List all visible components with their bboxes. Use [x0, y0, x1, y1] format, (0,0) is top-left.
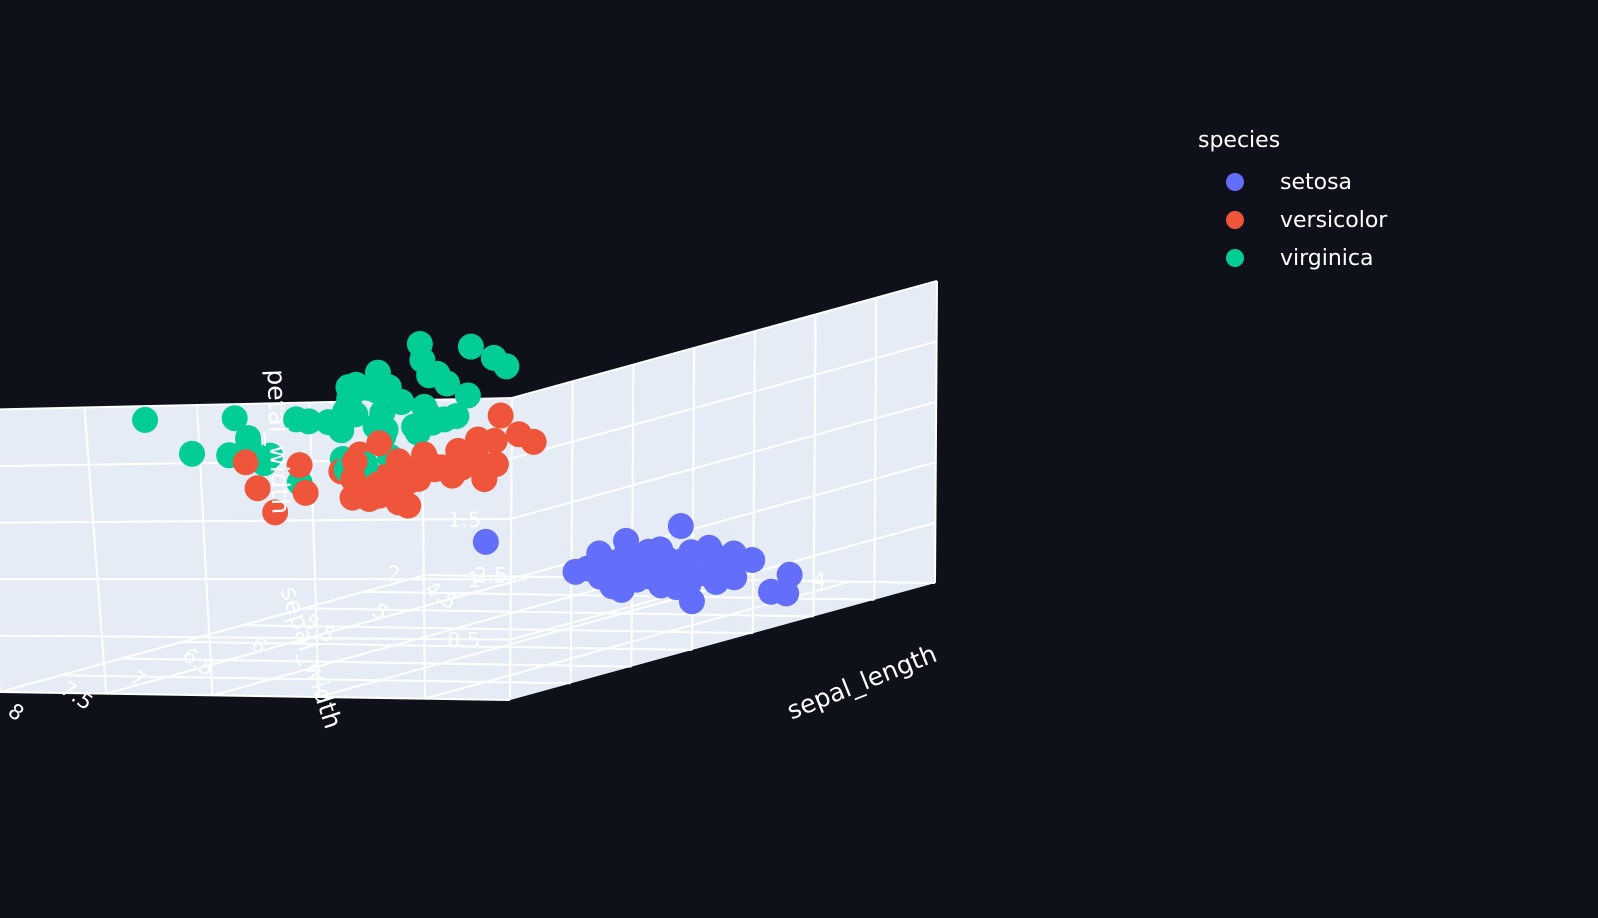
gridlines — [0, 280, 938, 701]
point-virginica-13[interactable] — [355, 374, 382, 401]
point-virginica-19[interactable] — [257, 442, 284, 469]
y-tick-2.5: 2.5 — [474, 564, 507, 588]
legend-item-setosa[interactable]: setosa — [1198, 163, 1387, 201]
z-tick-1.5: 1.5 — [448, 508, 481, 532]
point-versicolor-37[interactable] — [244, 475, 271, 502]
point-virginica-49[interactable] — [443, 403, 470, 430]
point-versicolor-31[interactable] — [366, 482, 393, 509]
x-axis-title: sepal_length — [783, 639, 941, 725]
point-versicolor-9[interactable] — [464, 426, 491, 453]
point-setosa-25[interactable] — [562, 558, 589, 585]
point-virginica-6[interactable] — [454, 382, 481, 409]
x-grid-back-4.5 — [934, 280, 938, 584]
point-virginica-42[interactable] — [388, 389, 415, 416]
point-virginica-18[interactable] — [132, 406, 159, 433]
point-virginica-14[interactable] — [406, 331, 433, 358]
point-setosa-37[interactable] — [703, 568, 730, 595]
x-grid-back-8 — [509, 397, 513, 701]
point-versicolor-22[interactable] — [286, 452, 313, 479]
point-virginica-32[interactable] — [335, 374, 362, 401]
data-points — [132, 331, 803, 615]
point-virginica-23[interactable] — [328, 417, 355, 444]
point-versicolor-34[interactable] — [505, 421, 532, 448]
legend-item-versicolor[interactable]: versicolor — [1198, 201, 1387, 239]
y-grid-floor-2 — [0, 574, 426, 693]
point-virginica-22[interactable] — [179, 440, 206, 467]
z-tick-0.5: 0.5 — [447, 629, 480, 653]
point-setosa-41[interactable] — [472, 528, 499, 555]
point-setosa-8[interactable] — [614, 538, 641, 565]
point-versicolor-12[interactable] — [262, 499, 289, 526]
z-grid-back-2 — [511, 340, 937, 460]
y-tick-4: 4 — [813, 569, 826, 593]
x-grid-back-5.5 — [812, 314, 817, 617]
z-tick-1: 1 — [467, 568, 480, 592]
point-versicolor-7[interactable] — [439, 462, 466, 489]
point-virginica-48[interactable] — [493, 353, 520, 380]
point-versicolor-20[interactable] — [487, 402, 514, 429]
y-grid-floor-2.5 — [105, 575, 532, 695]
point-setosa-32[interactable] — [773, 580, 800, 607]
point-versicolor-33[interactable] — [366, 430, 393, 457]
point-setosa-38[interactable] — [635, 538, 662, 565]
point-versicolor-18[interactable] — [232, 449, 259, 476]
point-virginica-21[interactable] — [434, 370, 461, 397]
point-setosa-42[interactable] — [678, 539, 705, 566]
legend-label-versicolor: versicolor — [1280, 207, 1388, 233]
y-tick-2: 2 — [388, 562, 401, 586]
x-tick-8: 8 — [4, 699, 29, 726]
point-setosa-43[interactable] — [667, 513, 694, 540]
x-grid-back-5 — [873, 297, 878, 600]
legend-marker-versicolor — [1226, 211, 1244, 229]
x-grid-back-6 — [751, 331, 756, 634]
point-versicolor-43[interactable] — [405, 465, 432, 492]
y-grid-side-2.5 — [83, 407, 108, 694]
point-setosa-45[interactable] — [586, 540, 613, 567]
point-virginica-0[interactable] — [457, 333, 484, 360]
point-virginica-35[interactable] — [221, 405, 248, 432]
z-grid-back-2.5 — [511, 280, 938, 399]
point-versicolor-8[interactable] — [339, 484, 366, 511]
legend-item-virginica[interactable]: virginica — [1198, 239, 1387, 277]
back-pane — [510, 281, 937, 700]
point-setosa-22[interactable] — [739, 547, 766, 574]
z-grid-side-1.5 — [0, 517, 512, 524]
legend-marker-setosa — [1226, 173, 1244, 191]
x-grid-back-7 — [630, 364, 635, 667]
point-virginica-46[interactable] — [283, 406, 310, 433]
legend: species setosa versicolor virginica — [1198, 128, 1387, 277]
legend-label-virginica: virginica — [1280, 245, 1374, 271]
point-versicolor-10[interactable] — [340, 465, 367, 492]
z-grid-back-1.5 — [510, 400, 937, 520]
legend-marker-virginica — [1226, 249, 1244, 267]
z-grid-side-0.5 — [0, 634, 511, 641]
z-axis-title: petal_width — [261, 369, 295, 515]
x-grid-back-7.5 — [569, 381, 574, 684]
legend-title: species — [1198, 128, 1281, 153]
legend-label-setosa: setosa — [1280, 169, 1353, 195]
point-versicolor-26[interactable] — [292, 479, 319, 506]
point-versicolor-39[interactable] — [385, 448, 412, 475]
point-setosa-12[interactable] — [587, 563, 614, 590]
y-grid-side-3.5 — [308, 402, 320, 698]
